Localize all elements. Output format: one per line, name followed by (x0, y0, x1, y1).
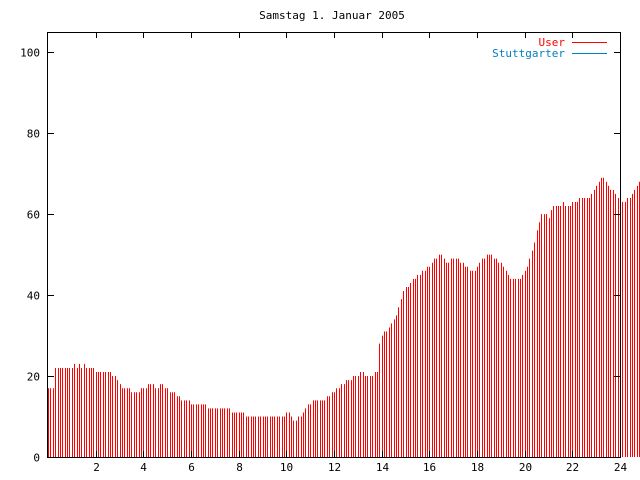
y-axis: 0 20 40 60 80 100 (20, 47, 620, 465)
legend: User Stuttgarter (492, 36, 607, 60)
x-tick-label: 20 (519, 461, 532, 474)
legend-label-stuttgarter: Stuttgarter (492, 47, 565, 60)
x-tick-label: 18 (471, 461, 484, 474)
x-tick-label: 6 (188, 461, 195, 474)
y-tick-label: 40 (27, 290, 40, 303)
y-tick-label: 0 (33, 452, 40, 465)
chart-title: Samstag 1. Januar 2005 (259, 9, 405, 22)
y-tick-label: 60 (27, 209, 40, 222)
x-tick-label: 4 (140, 461, 147, 474)
x-tick-label: 8 (236, 461, 243, 474)
y-tick-label: 80 (27, 128, 40, 141)
x-tick-label: 24 (614, 461, 628, 474)
y-tick-label: 100 (20, 47, 40, 60)
x-tick-label: 2 (93, 461, 100, 474)
legend-label-user: User (539, 36, 566, 49)
x-tick-label: 22 (566, 461, 579, 474)
bars-group (48, 177, 640, 457)
x-tick-label: 14 (376, 461, 390, 474)
x-tick-label: 12 (328, 461, 341, 474)
x-tick-label: 16 (423, 461, 436, 474)
x-tick-label: 10 (280, 461, 293, 474)
x-axis: 2 4 6 8 10 12 14 16 18 20 22 24 (93, 32, 627, 474)
y-tick-label: 20 (27, 371, 40, 384)
